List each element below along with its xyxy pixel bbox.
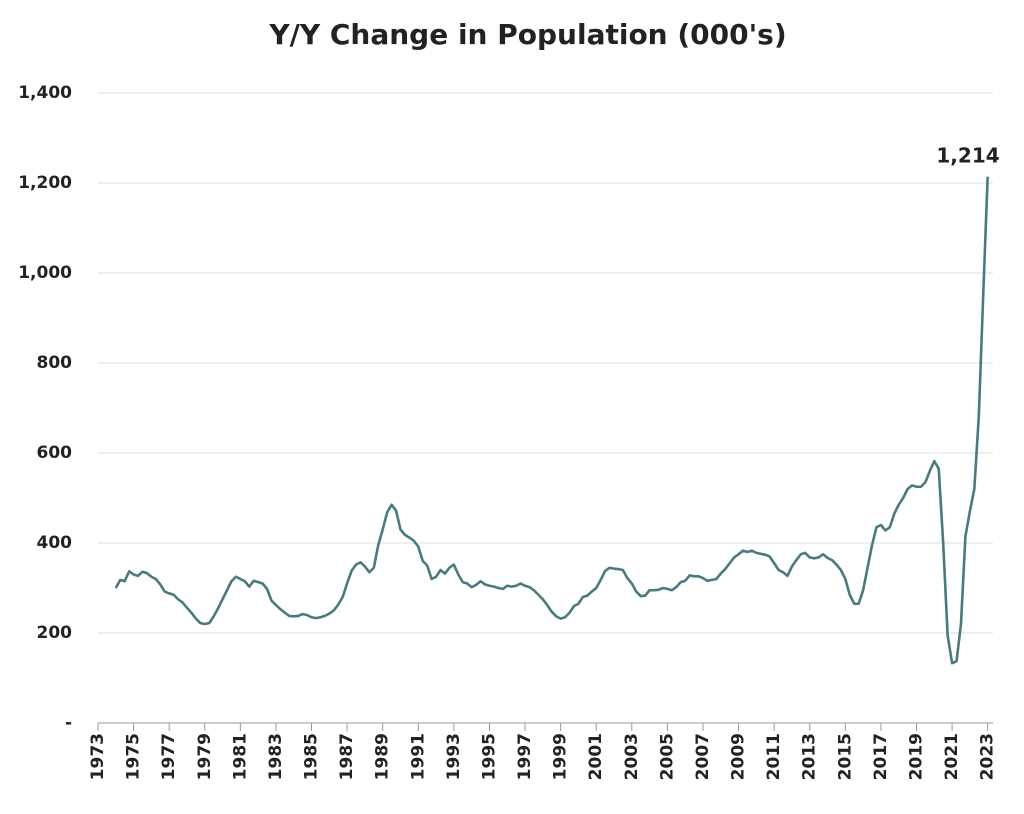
x-tick-label: 2009 xyxy=(729,733,749,780)
chart-title: Y/Y Change in Population (000's) xyxy=(268,18,786,51)
y-tick-label: 800 xyxy=(37,353,73,373)
x-tick-label: 2021 xyxy=(942,733,962,780)
x-tick-label: 1993 xyxy=(444,733,464,780)
x-tick-label: 1975 xyxy=(124,733,144,780)
x-tick-label: 1997 xyxy=(515,733,535,780)
x-tick-label: 1987 xyxy=(337,733,357,780)
x-tick-label: 2005 xyxy=(657,733,677,780)
x-tick-label: 1999 xyxy=(551,733,571,780)
x-tick-label: 2015 xyxy=(835,733,855,780)
y-tick-label: 600 xyxy=(37,443,73,463)
x-tick-label: 1989 xyxy=(373,733,393,780)
x-tick-label: 2003 xyxy=(622,733,642,780)
x-tick-label: 1991 xyxy=(408,733,428,780)
annotation: 1,214 xyxy=(936,144,999,168)
y-tick-label: 200 xyxy=(37,623,73,643)
x-tick-label: 1995 xyxy=(479,733,499,780)
x-tick-label: 2023 xyxy=(978,733,998,780)
x-tick-label: 1985 xyxy=(302,733,322,780)
x-tick-label: 1979 xyxy=(195,733,215,780)
x-tick-label: 2007 xyxy=(693,733,713,780)
x-tick-label: 2001 xyxy=(586,733,606,780)
y-tick-label: - xyxy=(65,713,72,733)
y-tick-label: 1,200 xyxy=(18,173,72,193)
x-tick-label: 1983 xyxy=(266,733,286,780)
x-tick-label: 1981 xyxy=(230,733,250,780)
x-tick-label: 2017 xyxy=(871,733,891,780)
y-tick-label: 400 xyxy=(37,533,73,553)
y-tick-label: 1,400 xyxy=(18,83,72,103)
x-tick-label: 2013 xyxy=(800,733,820,780)
x-tick-label: 2011 xyxy=(764,733,784,780)
y-tick-label: 1,000 xyxy=(18,263,72,283)
data-line xyxy=(114,176,989,665)
x-tick-label: 2019 xyxy=(906,733,926,780)
x-tick-label: 1973 xyxy=(88,733,108,780)
x-tick-label: 1977 xyxy=(159,733,179,780)
